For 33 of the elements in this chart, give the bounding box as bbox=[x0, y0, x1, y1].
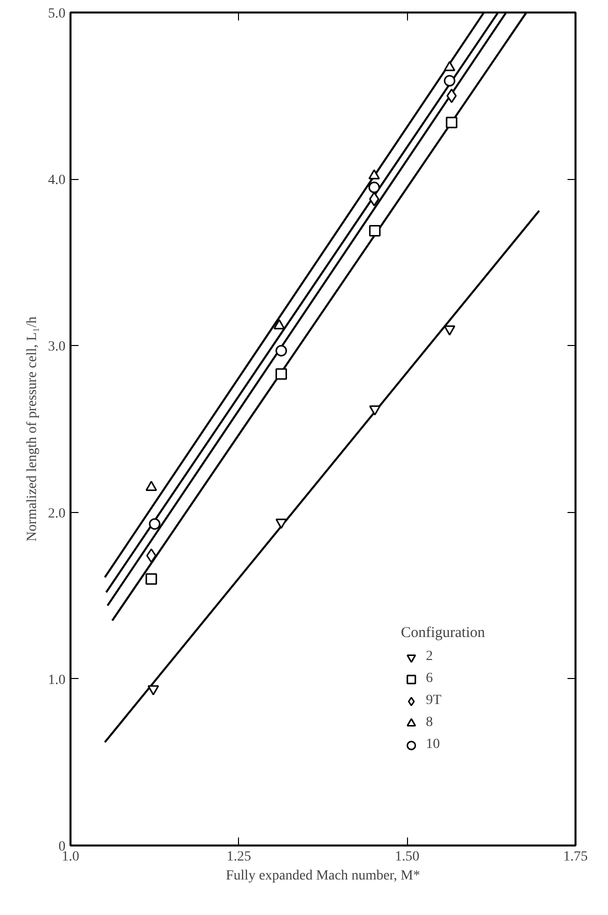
y-tick-label: 5.0 bbox=[48, 6, 66, 22]
point bbox=[444, 60, 456, 72]
x-tick-label: 1.75 bbox=[563, 850, 588, 864]
legend-title: Configuration bbox=[400, 625, 485, 642]
y-tick-label: 2.0 bbox=[48, 506, 66, 522]
legend-label: 8 bbox=[426, 715, 434, 731]
legend-label: 10 bbox=[426, 737, 441, 753]
point bbox=[276, 344, 288, 356]
point bbox=[276, 368, 288, 380]
point bbox=[368, 169, 380, 180]
point bbox=[446, 88, 457, 104]
y-tick-label: 1.0 bbox=[48, 672, 66, 688]
point bbox=[146, 573, 158, 585]
x-tick-label: 1.0 bbox=[62, 850, 80, 864]
point bbox=[369, 192, 380, 206]
y-tick-label: 4.0 bbox=[48, 173, 66, 188]
point bbox=[369, 224, 381, 236]
y-tick-label: 3.0 bbox=[48, 340, 66, 355]
point bbox=[276, 518, 288, 529]
x-axis-title: Fully expanded Mach number, M* bbox=[226, 868, 420, 884]
point bbox=[446, 116, 458, 128]
legend-label: 9T bbox=[426, 693, 442, 709]
legend-label: 2 bbox=[426, 649, 434, 665]
point bbox=[444, 75, 456, 87]
legend-label: 6 bbox=[426, 671, 434, 687]
x-tick-label: 1.50 bbox=[394, 850, 420, 864]
point bbox=[444, 325, 456, 336]
point bbox=[148, 518, 160, 530]
point bbox=[369, 405, 381, 416]
x-tick-label: 1.25 bbox=[226, 850, 252, 864]
point bbox=[146, 548, 156, 563]
y-axis-title: Normalized length of pressure cell, L₁/h bbox=[25, 316, 40, 542]
point bbox=[148, 685, 160, 696]
